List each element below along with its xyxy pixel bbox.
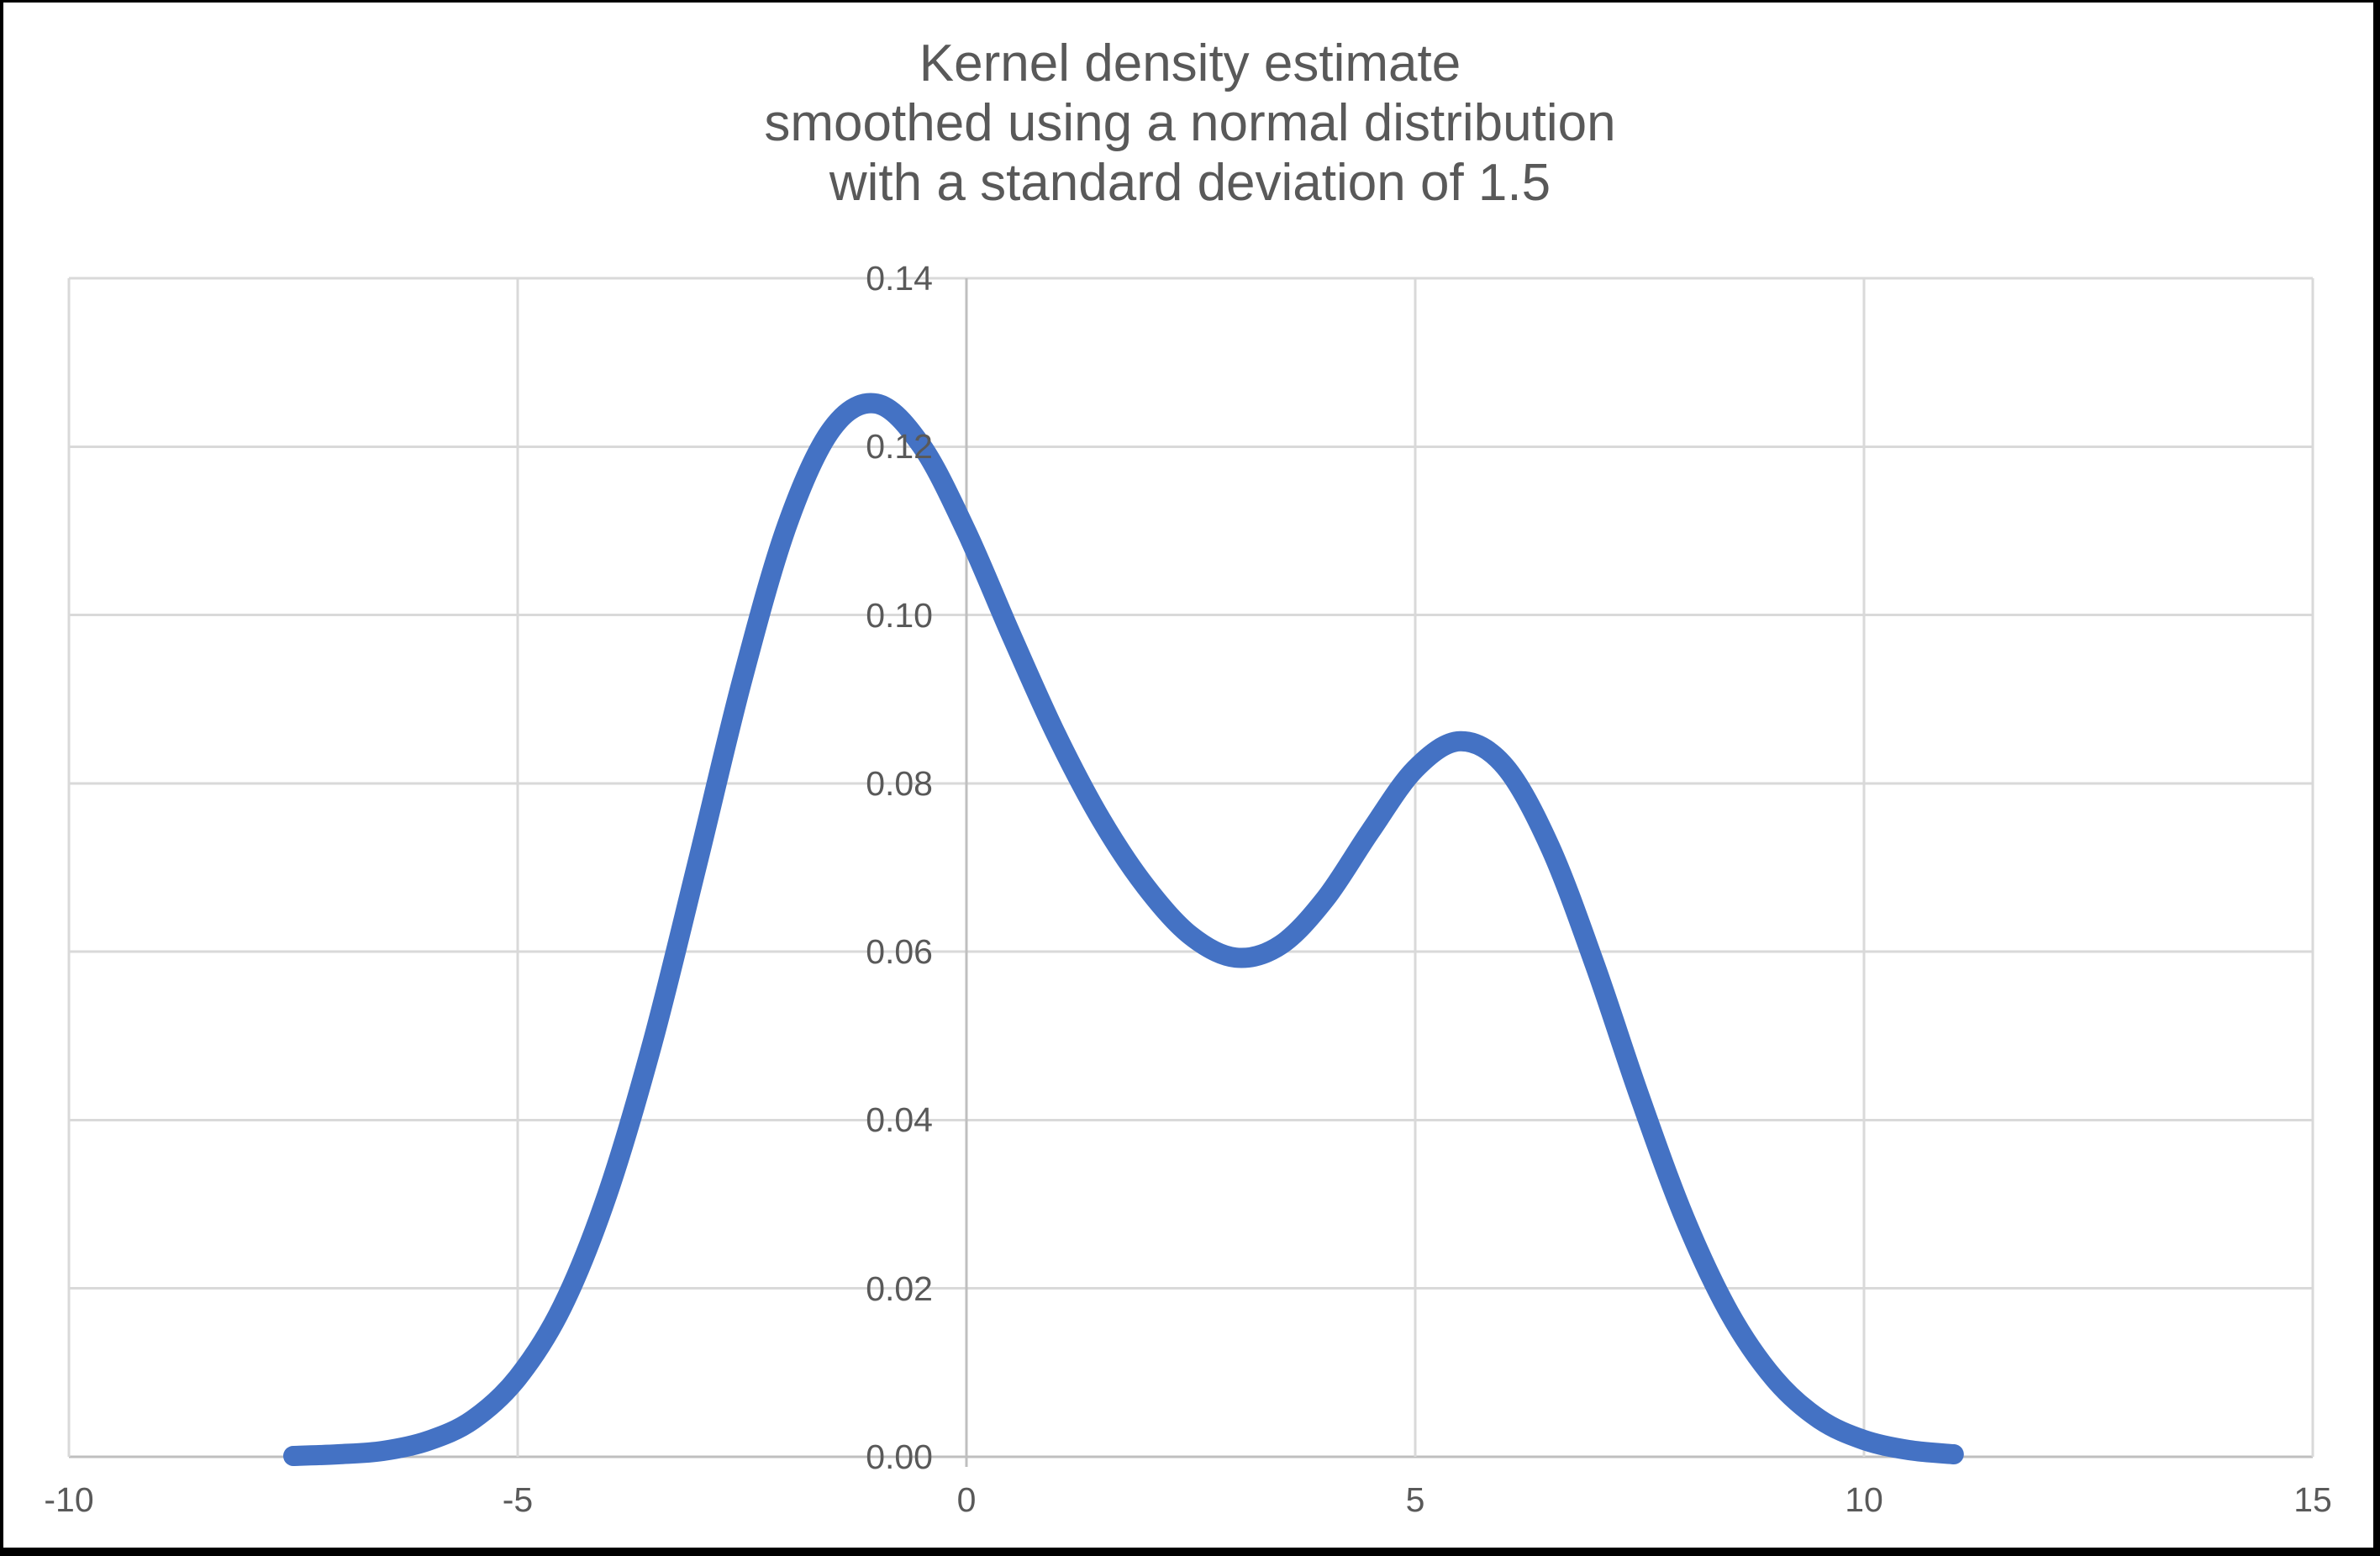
x-tick-label: 5 bbox=[1405, 1480, 1425, 1519]
y-tick-label: 0.10 bbox=[866, 596, 933, 635]
y-tick-label: 0.04 bbox=[866, 1100, 933, 1139]
y-tick-label: 0.00 bbox=[866, 1437, 933, 1476]
x-tick-label: 15 bbox=[2293, 1480, 2332, 1519]
chart-title-line-2: smoothed using a normal distribution bbox=[764, 94, 1616, 152]
y-tick-label: 0.08 bbox=[866, 764, 933, 803]
x-tick-label: 10 bbox=[1845, 1480, 1883, 1519]
y-tick-label: 0.06 bbox=[866, 932, 933, 971]
y-tick-label: 0.02 bbox=[866, 1269, 933, 1308]
y-tick-label: 0.14 bbox=[866, 259, 933, 298]
x-tick-label: 0 bbox=[956, 1480, 977, 1519]
y-tick-label: 0.12 bbox=[866, 427, 933, 466]
x-tick-label: -5 bbox=[502, 1480, 534, 1519]
kde-curve bbox=[283, 393, 1964, 1466]
chart-title-line-3: with a standard deviation of 1.5 bbox=[829, 154, 1551, 212]
x-tick-label: -10 bbox=[44, 1480, 94, 1519]
chart-title: Kernel density estimate smoothed using a… bbox=[0, 34, 2380, 213]
chart-title-line-1: Kernel density estimate bbox=[919, 34, 1461, 92]
